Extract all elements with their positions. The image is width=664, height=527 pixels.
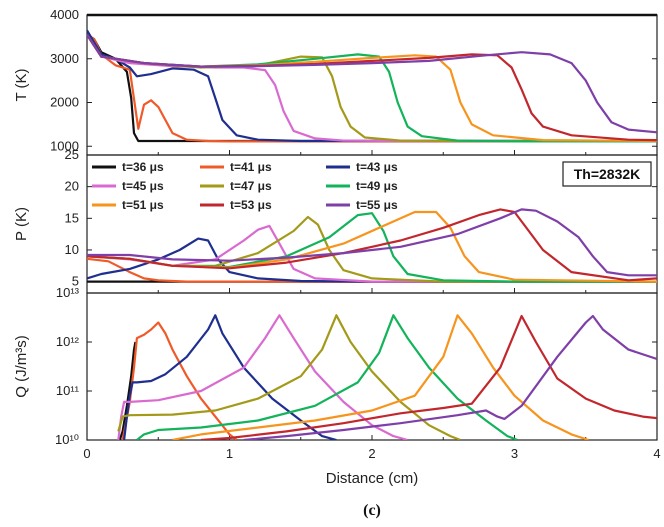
panel-t: 1000 2000 3000 4000 T (K) <box>13 7 658 156</box>
annotation-text: Th=2832K <box>574 166 641 182</box>
x-axis-title: Distance (cm) <box>326 470 419 487</box>
y-tick-label: 10¹⁰ <box>55 432 79 447</box>
y-tick-label: 25 <box>65 147 79 162</box>
y-tick-label: 2000 <box>50 95 79 110</box>
series-line-3 <box>87 237 657 283</box>
series-line-8 <box>87 34 657 142</box>
y-axis-title: P (K) <box>13 207 30 241</box>
legend-label-6: t=49 μs <box>356 179 398 193</box>
series-line-6 <box>87 34 657 143</box>
series-line-6 <box>136 314 518 440</box>
y-tick-label: 20 <box>65 179 79 194</box>
x-tick-label: 1 <box>226 446 233 461</box>
legend-label-1: t=36 μs <box>122 160 164 174</box>
series-line-7 <box>172 314 589 440</box>
series-line-1 <box>118 341 137 440</box>
y-tick-label: 3000 <box>50 51 79 66</box>
y-tick-label: 10¹³ <box>56 285 80 300</box>
legend-label-8: t=53 μs <box>230 198 272 212</box>
series-line-5 <box>117 314 461 440</box>
annotation-box: Th=2832K <box>562 161 652 187</box>
series-line-8 <box>87 208 657 282</box>
series-line-7 <box>87 34 657 143</box>
y-tick-label: 15 <box>65 210 79 225</box>
series-line-2 <box>87 33 657 143</box>
series-line-3 <box>87 29 657 143</box>
series-line-9 <box>87 34 657 134</box>
series-line-8 <box>200 314 657 440</box>
series-line-4 <box>117 314 408 440</box>
series-group <box>87 29 657 143</box>
panel-p: 5 10 15 20 25 P (K) <box>13 147 658 294</box>
legend-label-9: t=55 μs <box>356 198 398 212</box>
y-tick-label: 10¹² <box>56 334 80 349</box>
legend-label-2: t=41 μs <box>230 160 272 174</box>
y-tick-label: 1000 <box>50 138 79 153</box>
series-group <box>87 208 657 283</box>
y-tick-label: 10 <box>65 242 79 257</box>
series-line-9 <box>87 208 657 277</box>
x-tick-label: 0 <box>83 446 90 461</box>
legend-label-5: t=47 μs <box>230 179 272 193</box>
annotation-frame <box>562 161 652 187</box>
y-tick-label: 5 <box>72 274 79 289</box>
series-line-9 <box>243 314 657 440</box>
x-tick-label: 4 <box>653 446 660 461</box>
series-line-4 <box>87 34 657 143</box>
series-line-1 <box>87 33 657 143</box>
panel-q: 10¹⁰ 10¹¹ 10¹² 10¹³ Q (J/m³s) <box>13 285 658 447</box>
series-line-5 <box>87 34 657 143</box>
y-tick-label: 10¹¹ <box>56 383 80 398</box>
y-axis-title: Q (J/m³s) <box>13 335 30 397</box>
legend-label-4: t=45 μs <box>122 179 164 193</box>
series-group <box>117 314 657 440</box>
x-tick-label: 2 <box>368 446 375 461</box>
legend-label-7: t=51 μs <box>122 198 164 212</box>
figure-caption: (c) <box>363 502 381 519</box>
x-tick-label: 3 <box>511 446 518 461</box>
y-axis-title: T (K) <box>13 68 30 101</box>
y-tick-label: 4000 <box>50 7 79 22</box>
legend-label-3: t=43 μs <box>356 160 398 174</box>
series-line-3 <box>123 314 337 440</box>
legend: t=36 μs t=41 μs t=43 μs t=45 μs t=47 μs t=49 … <box>92 160 398 212</box>
